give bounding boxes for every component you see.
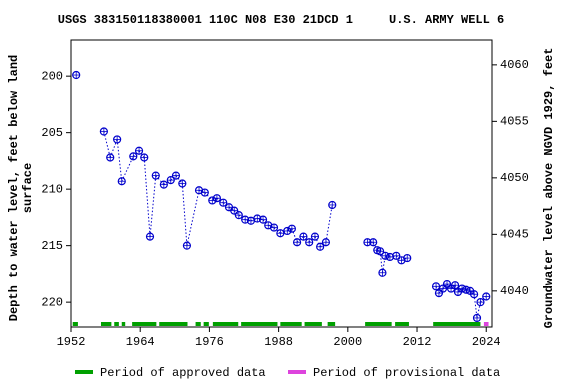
connector — [163, 179, 172, 186]
connector — [116, 139, 123, 182]
x-tick-label: 2012 — [403, 335, 432, 349]
period-bar — [280, 322, 302, 326]
connector — [395, 255, 402, 261]
connector — [149, 175, 157, 237]
connector — [273, 227, 281, 234]
y2-tick-label: 4060 — [500, 58, 529, 72]
connector — [186, 190, 200, 246]
y-axis-label: surface — [21, 163, 35, 213]
period-bar — [159, 322, 188, 326]
period-bar — [433, 322, 481, 326]
x-tick-label: 1976 — [195, 335, 224, 349]
connector — [446, 283, 452, 289]
period-bar — [132, 322, 157, 326]
legend-label: Period of approved data — [100, 366, 266, 380]
y2-tick-label: 4040 — [500, 284, 529, 298]
period-bar — [100, 322, 112, 326]
connector — [233, 210, 240, 216]
connector — [438, 288, 444, 294]
period-bar — [241, 322, 278, 326]
connector — [228, 206, 235, 212]
connector — [143, 157, 151, 237]
legend-label: Period of provisional data — [313, 366, 500, 380]
connector — [155, 175, 165, 185]
period-bar — [365, 322, 392, 326]
period-bar — [72, 322, 78, 326]
x-tick-label: 1988 — [264, 335, 293, 349]
connector — [296, 236, 304, 243]
period-bar — [304, 322, 322, 326]
y-tick-label: 200 — [41, 69, 63, 83]
y-tick-label: 215 — [41, 239, 63, 253]
period-bar — [203, 322, 209, 326]
period-bar — [195, 322, 201, 326]
connector — [138, 150, 145, 158]
connector — [291, 228, 298, 243]
connector — [442, 283, 448, 289]
x-tick-label: 2024 — [472, 335, 501, 349]
y-tick-label: 220 — [41, 295, 63, 309]
connector — [103, 131, 111, 158]
legend-swatch — [288, 370, 306, 374]
y2-axis-label: Groundwater level above NGVD 1929, feet — [542, 48, 556, 329]
plot-frame — [70, 39, 493, 328]
y2-tick-label: 4045 — [500, 228, 529, 242]
y-axis-label: Depth to water level, feet below land — [7, 55, 21, 321]
period-bar — [395, 322, 409, 326]
connector — [181, 183, 188, 246]
chart-title: USGS 383150118380001 110C N08 E30 21DCD … — [58, 13, 504, 27]
connector — [457, 288, 463, 293]
y2-tick-label: 4055 — [500, 115, 529, 129]
period-bar — [327, 322, 336, 326]
connector — [170, 175, 177, 181]
connector — [121, 156, 134, 182]
x-tick-label: 1952 — [57, 335, 86, 349]
connector — [381, 255, 386, 273]
y2-tick-label: 4050 — [500, 171, 529, 185]
x-tick-label: 1964 — [126, 335, 155, 349]
period-bar — [121, 322, 126, 326]
connector — [175, 175, 183, 184]
period-bar — [114, 322, 119, 326]
connector — [325, 204, 333, 243]
period-bar — [483, 322, 489, 326]
connector — [476, 302, 481, 319]
y-tick-label: 210 — [41, 182, 63, 196]
connector — [450, 284, 456, 289]
x-tick-label: 2000 — [333, 335, 362, 349]
connector — [372, 242, 378, 251]
legend-swatch — [75, 370, 93, 374]
period-bar — [212, 322, 239, 326]
connector — [469, 290, 475, 295]
y-tick-label: 205 — [41, 126, 63, 140]
